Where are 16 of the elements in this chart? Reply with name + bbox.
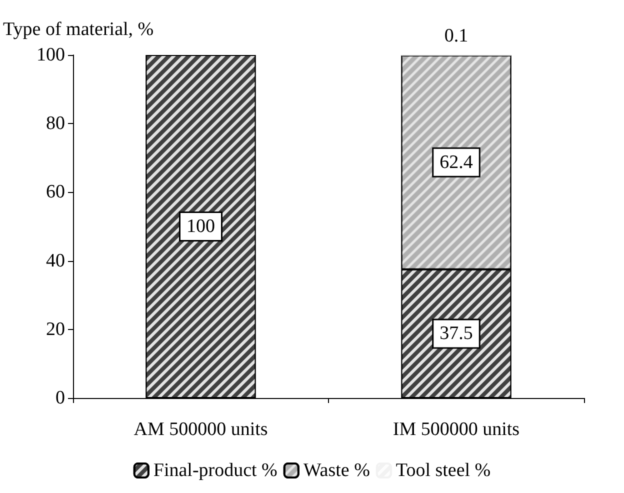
x-tick-label: IM 500000 units [392, 419, 520, 440]
y-tick-label: 20 [46, 318, 65, 340]
y-tick-label: 80 [46, 113, 65, 134]
data-label: 62.4 [440, 152, 474, 173]
data-label: 100 [186, 216, 215, 237]
x-tick-label: AM 500000 units [134, 419, 268, 440]
y-axis-title: Type of material, % [3, 19, 154, 40]
y-tick-label: 60 [46, 182, 65, 203]
legend-label: Tool steel % [396, 460, 491, 481]
data-label: 0.1 [444, 26, 468, 47]
data-label: 37.5 [440, 323, 473, 344]
y-tick-label: 0 [56, 388, 65, 408]
y-tick-label: 40 [46, 250, 65, 272]
legend-label: Final-product % [153, 460, 278, 481]
y-tick-label: 100 [36, 44, 65, 66]
legend-label: Waste % [303, 460, 370, 481]
